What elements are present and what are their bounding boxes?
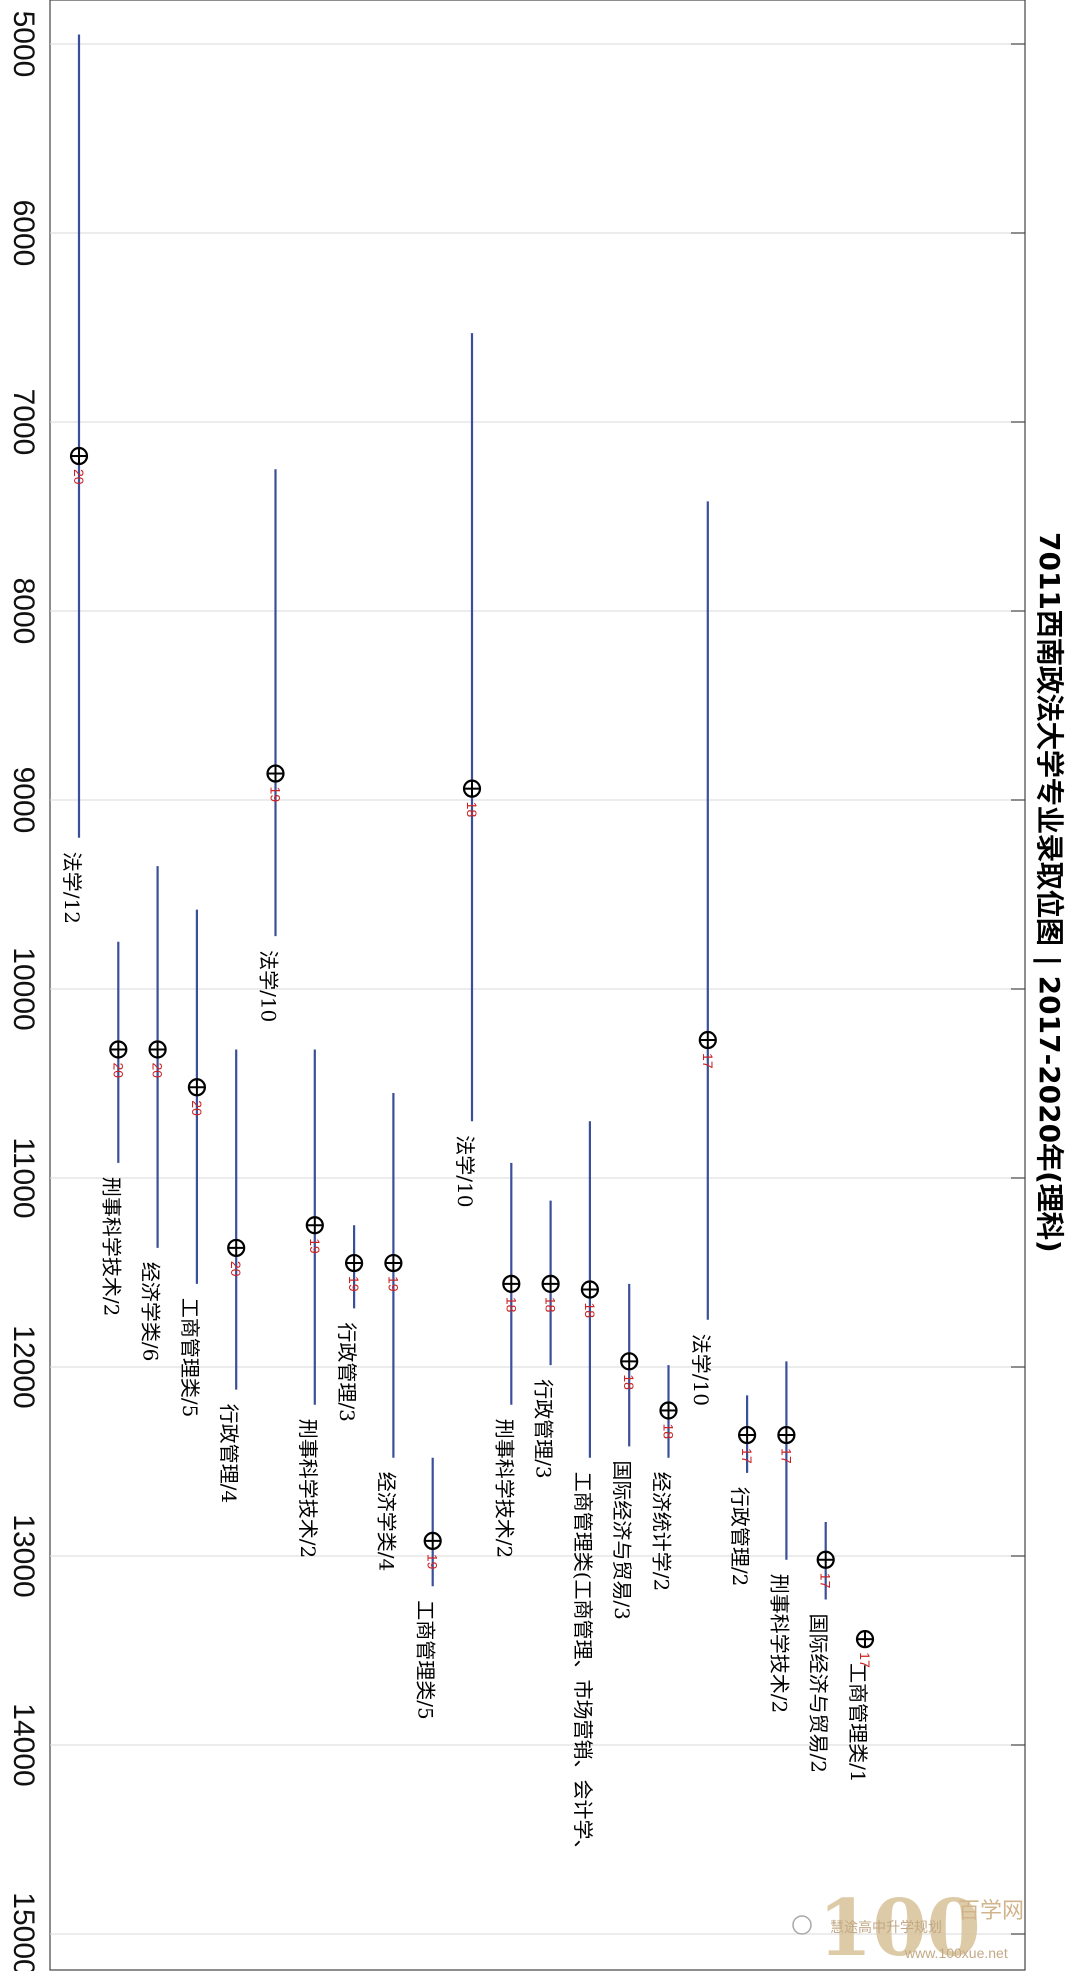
y-tick-label: 12000 <box>7 1325 40 1408</box>
series-item: 20 刑事科学技术/2 <box>99 941 128 1316</box>
major-label: 国际经济与贸易/2 <box>807 1613 831 1772</box>
series-item: 19 刑事科学技术/2 <box>296 1049 324 1558</box>
y-tick-label: 11000 <box>7 1137 40 1218</box>
plot-frame <box>49 0 1026 1971</box>
series-layer: 20 法学/12 20 刑事科学技术/2 20 经济学类/6 20 工商管理类/5 20 行政管理… <box>60 34 875 1860</box>
year-label: 18 <box>543 1297 559 1313</box>
major-label: 工商管理类/1 <box>846 1663 870 1782</box>
chart-title: 7011西南政法大学专业录取位图 | 2017-2020年(理科) <box>1033 532 1066 1253</box>
y-tick-label: 9000 <box>7 767 40 834</box>
y-axis: 5000 6000 7000 8000 9000 10000 11000 12000 13000… <box>7 11 1025 1971</box>
major-label: 刑事科学技术/2 <box>767 1574 791 1713</box>
year-label: 20 <box>189 1100 205 1116</box>
y-tick-label: 8000 <box>7 578 40 645</box>
major-label: 经济学类/4 <box>374 1472 398 1571</box>
major-label: 行政管理/3 <box>532 1379 556 1478</box>
year-label: 17 <box>739 1448 755 1464</box>
year-label: 18 <box>464 802 480 818</box>
watermark-account: 慧途高中升学规划 <box>830 1919 942 1935</box>
series-item: 17 行政管理/2 <box>728 1395 757 1586</box>
year-label: 19 <box>346 1276 362 1292</box>
watermark-logo: 100 <box>818 1883 981 1971</box>
series-item: 20 工商管理类/5 <box>178 909 206 1417</box>
major-label: 工商管理类(工商管理、市场营销、会计学、 <box>571 1472 595 1860</box>
major-label: 刑事科学技术/2 <box>99 1177 123 1316</box>
series-item: 17 法学/10 <box>689 501 717 1406</box>
year-label: 17 <box>818 1573 834 1589</box>
series-item: 18 行政管理/3 <box>532 1200 560 1479</box>
year-label: 19 <box>268 787 284 803</box>
y-tick-label: 5000 <box>7 11 40 78</box>
year-label: 19 <box>425 1554 441 1570</box>
major-label: 行政管理/3 <box>335 1322 359 1421</box>
year-label: 17 <box>857 1652 873 1668</box>
major-label: 经济统计学/2 <box>650 1472 674 1591</box>
major-label: 经济学类/6 <box>139 1262 163 1361</box>
major-label: 工商管理类/5 <box>178 1298 202 1417</box>
major-label: 法学/10 <box>689 1334 713 1406</box>
grid-layer <box>49 0 1026 1971</box>
year-label: 17 <box>700 1053 716 1069</box>
watermark-url: www.100xue.net <box>904 1945 1008 1961</box>
series-item: 19 行政管理/3 <box>335 1225 364 1422</box>
major-label: 刑事科学技术/2 <box>492 1419 516 1558</box>
series-item: 18 国际经济与贸易/3 <box>610 1283 639 1620</box>
y-tick-label: 13000 <box>7 1514 40 1597</box>
series-item: 20 法学/12 <box>60 34 89 924</box>
major-label: 刑事科学技术/2 <box>296 1419 320 1558</box>
year-label: 20 <box>150 1062 166 1078</box>
year-label: 18 <box>503 1297 519 1313</box>
major-label: 工商管理类/5 <box>414 1600 438 1719</box>
series-item: 17 刑事科学技术/2 <box>767 1361 796 1713</box>
series-item: 18 工商管理类(工商管理、市场营销、会计学、 <box>571 1121 600 1860</box>
series-item: 18 刑事科学技术/2 <box>492 1162 521 1558</box>
y-tick-label: 14000 <box>7 1703 40 1786</box>
year-label: 17 <box>778 1448 794 1464</box>
watermark-brand: 百学网 <box>958 1899 1024 1924</box>
wechat-icon <box>792 1915 812 1935</box>
y-tick-label: 6000 <box>7 200 40 267</box>
series-item: 18 经济统计学/2 <box>650 1365 678 1591</box>
chart-title-text: 7011西南政法大学专业录取位图 | 2017-2020年(理科) <box>1033 532 1066 1253</box>
major-label: 法学/10 <box>453 1135 477 1207</box>
year-label: 18 <box>661 1423 677 1439</box>
year-label: 19 <box>385 1276 401 1292</box>
series-item: 20 经济学类/6 <box>139 866 167 1361</box>
series-item: 19 经济学类/4 <box>374 1092 403 1571</box>
year-label: 20 <box>71 469 87 485</box>
series-item: 19 法学/10 <box>257 469 285 1022</box>
series-item: 19 工商管理类/5 <box>414 1457 442 1720</box>
y-tick-label: 10000 <box>7 947 40 1030</box>
year-label: 20 <box>228 1261 244 1277</box>
year-label: 19 <box>307 1238 323 1254</box>
year-label: 20 <box>110 1062 126 1078</box>
series-item: 17 国际经济与贸易/2 <box>807 1521 835 1773</box>
y-tick-label: 7000 <box>7 389 40 456</box>
major-label: 行政管理/4 <box>217 1404 241 1503</box>
major-label: 行政管理/2 <box>728 1487 752 1586</box>
major-label: 法学/12 <box>60 852 84 924</box>
year-label: 18 <box>582 1303 598 1319</box>
series-item: 20 行政管理/4 <box>217 1049 246 1503</box>
y-tick-label: 15000 <box>7 1892 40 1971</box>
major-label: 法学/10 <box>257 950 281 1022</box>
series-item: 18 法学/10 <box>453 333 482 1207</box>
major-label: 国际经济与贸易/3 <box>610 1460 634 1619</box>
year-label: 18 <box>621 1374 637 1390</box>
